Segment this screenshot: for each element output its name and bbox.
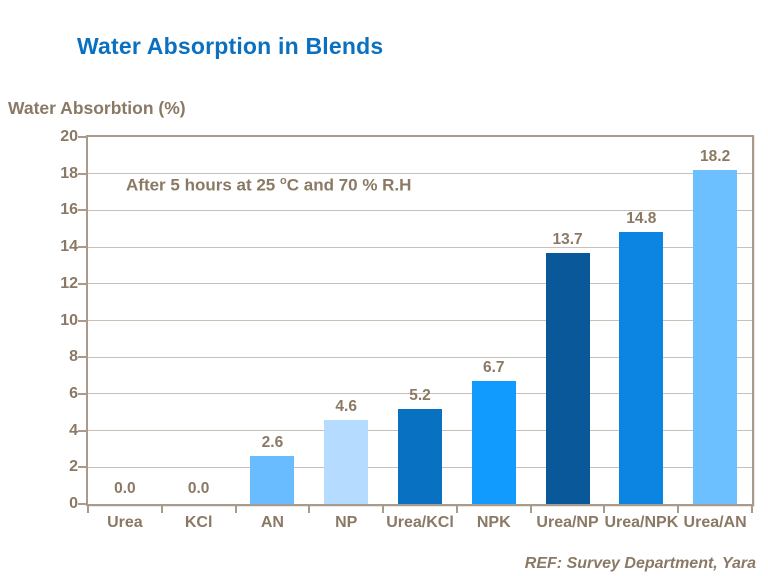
y-tick-mark [78,429,86,432]
x-axis-label-KCl: KCl [184,514,213,531]
x-tick-mark [529,506,532,513]
reference-note: REF: Survey Department, Yara [524,555,756,572]
x-tick-mark [677,506,680,513]
x-axis-label-Urea/NP: Urea/NP [536,514,599,531]
bar-Urea/NPK [619,232,664,504]
x-axis-label-Urea/KCl: Urea/KCl [386,514,454,531]
x-axis-label-Urea/NPK: Urea/NPK [604,514,679,531]
bar-Urea/NP [545,252,590,504]
y-tick-label: 12 [60,274,78,292]
gridline [88,356,752,358]
bar-NPK [471,381,516,504]
gridline [88,246,752,248]
x-tick-mark [234,506,237,513]
value-label: 13.7 [552,230,583,248]
x-tick-mark [751,506,753,513]
gridline [88,173,752,175]
y-tick-mark [78,503,86,505]
annotation-text-post: C and 70 % R.H [286,175,412,195]
y-tick-label: 14 [60,238,78,256]
x-axis-label-NPK: NPK [476,514,511,531]
x-tick-mark [308,506,311,513]
bar-Urea/KCl [398,408,442,504]
y-tick-mark [78,319,86,322]
value-label: 4.6 [335,397,357,415]
y-tick-label: 6 [69,384,78,402]
y-tick-mark [78,136,86,138]
value-label: 0.0 [187,480,210,497]
annotation: After 5 hours at 25 oC and 70 % R.H [126,175,411,196]
y-tick-mark [78,172,86,175]
value-label: 18.2 [700,148,731,166]
bar-AN [250,456,295,504]
x-tick-mark [87,506,89,513]
y-tick-mark [78,209,86,212]
bar-Urea/AN [693,170,738,504]
y-tick-label: 16 [60,201,78,219]
y-tick-label: 0 [69,495,78,512]
plot-area: After 5 hours at 25 oC and 70 % R.H 0.0 0… [86,135,754,506]
y-tick-label: 4 [69,421,78,439]
x-tick-mark [160,506,163,513]
bar-NP [324,419,369,504]
value-label: 14.8 [626,210,657,228]
y-tick-mark [78,392,86,395]
y-tick-label: 10 [60,311,78,329]
value-label: 2.6 [261,434,284,452]
gridline [88,209,752,211]
value-label: 0.0 [114,480,136,497]
y-tick-mark [78,282,86,285]
x-axis-label-Urea: Urea [107,514,143,531]
y-axis-title: Water Absorbtion (%) [8,98,186,118]
y-tick-mark [78,356,86,359]
y-tick-mark [78,466,86,469]
gridline [88,283,752,285]
y-tick-label: 20 [60,128,78,145]
x-axis-label-Urea/AN: Urea/AN [683,514,747,531]
value-label: 6.7 [482,359,505,377]
value-label: 5.2 [409,386,431,404]
gridline [88,393,752,395]
chart-title: Water Absorption in Blends [77,33,384,59]
gridline [88,320,752,321]
y-tick-label: 18 [60,164,78,182]
annotation-degree-sup: o [280,175,287,187]
x-tick-mark [382,506,385,513]
annotation-text-pre: After 5 hours at 25 [126,175,280,195]
x-tick-mark [455,506,458,513]
y-tick-label: 2 [69,458,78,476]
y-tick-label: 8 [69,348,78,366]
y-tick-mark [78,246,86,249]
x-tick-mark [603,506,606,513]
x-axis-label-AN: AN [260,514,284,531]
x-axis-label-NP: NP [335,514,358,531]
